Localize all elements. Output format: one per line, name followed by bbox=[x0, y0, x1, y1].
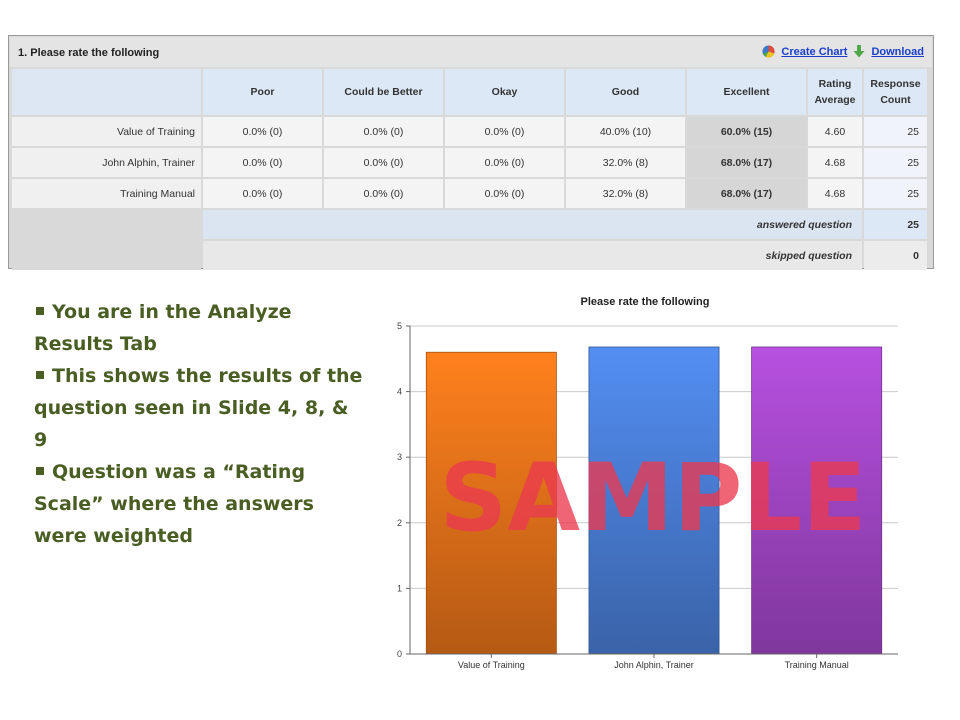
table-cell: 0.0% (0) bbox=[203, 179, 322, 208]
table-cell: 0.0% (0) bbox=[324, 148, 443, 177]
sample-watermark: SAMPLE bbox=[440, 444, 867, 553]
column-header: Okay bbox=[445, 69, 564, 115]
y-tick-label: 2 bbox=[397, 518, 402, 528]
table-cell: 0.0% (0) bbox=[324, 179, 443, 208]
answered-question-label: answered question bbox=[203, 210, 862, 239]
rating-average-header: Rating Average bbox=[808, 69, 862, 115]
bullet-item: Question was a “Rating Scale” where the … bbox=[34, 456, 364, 552]
rating-average-header-line1: Rating bbox=[818, 78, 852, 90]
bullet-text: You are in the Analyze Results Tab bbox=[34, 301, 292, 355]
download-arrow-icon[interactable] bbox=[853, 45, 865, 58]
column-header: Excellent bbox=[687, 69, 806, 115]
y-tick-label: 1 bbox=[397, 583, 402, 593]
column-header: Good bbox=[566, 69, 685, 115]
download-link[interactable]: Download bbox=[871, 45, 924, 58]
chart-title: Please rate the following bbox=[581, 296, 710, 308]
response-count-header-line1: Response bbox=[870, 78, 921, 90]
row-label: John Alphin, Trainer bbox=[12, 148, 201, 177]
table-cell: 0.0% (0) bbox=[445, 148, 564, 177]
summary-blank-cell bbox=[12, 241, 201, 270]
header-blank-cell bbox=[12, 69, 201, 115]
y-tick-label: 5 bbox=[397, 321, 402, 331]
response-count-cell: 25 bbox=[864, 179, 927, 208]
skipped-row: skipped question 0 bbox=[12, 241, 927, 270]
table-cell: 0.0% (0) bbox=[445, 179, 564, 208]
response-count-cell: 25 bbox=[864, 148, 927, 177]
pie-chart-icon[interactable] bbox=[762, 45, 775, 58]
bar bbox=[425, 351, 557, 655]
row-label: Training Manual bbox=[12, 179, 201, 208]
table-cell-highlight: 68.0% (17) bbox=[687, 179, 806, 208]
create-chart-link[interactable]: Create Chart bbox=[781, 45, 848, 58]
question-results-panel: 1. Please rate the following Create Char… bbox=[8, 35, 934, 272]
table-cell-highlight: 60.0% (15) bbox=[687, 117, 806, 146]
table-cell: 40.0% (10) bbox=[566, 117, 685, 146]
panel-header: 1. Please rate the following Create Char… bbox=[10, 37, 932, 67]
square-bullet-icon bbox=[36, 307, 44, 315]
table-row: Training Manual 0.0% (0) 0.0% (0) 0.0% (… bbox=[12, 179, 927, 208]
square-bullet-icon bbox=[36, 371, 44, 379]
chart-bars bbox=[425, 346, 883, 655]
bullet-text: Question was a “Rating Scale” where the … bbox=[34, 461, 314, 547]
x-tick-label: John Alphin, Trainer bbox=[614, 660, 694, 670]
response-count-header: Response Count bbox=[864, 69, 927, 115]
answered-row: answered question 25 bbox=[12, 210, 927, 239]
panel-actions: Create Chart Download bbox=[762, 45, 924, 58]
bullet-item: This shows the results of the question s… bbox=[34, 360, 364, 456]
response-count-header-line2: Count bbox=[880, 94, 911, 106]
table-cell: 0.0% (0) bbox=[445, 117, 564, 146]
rating-average-cell: 4.60 bbox=[808, 117, 862, 146]
y-tick-label: 4 bbox=[397, 387, 402, 397]
results-table: Poor Could be Better Okay Good Excellent… bbox=[10, 67, 929, 272]
table-cell: 32.0% (8) bbox=[566, 148, 685, 177]
y-tick-label: 0 bbox=[397, 649, 402, 659]
header-row: Poor Could be Better Okay Good Excellent… bbox=[12, 69, 927, 115]
column-header: Could be Better bbox=[324, 69, 443, 115]
x-tick-label: Value of Training bbox=[458, 660, 525, 670]
rating-bar-chart: Please rate the following SAMPLE 012345 … bbox=[397, 296, 898, 670]
bar bbox=[588, 346, 720, 655]
notes-bullet-list: You are in the Analyze Results Tab This … bbox=[34, 296, 364, 552]
table-row: Value of Training 0.0% (0) 0.0% (0) 0.0%… bbox=[12, 117, 927, 146]
bullet-item: You are in the Analyze Results Tab bbox=[34, 296, 364, 360]
table-row: John Alphin, Trainer 0.0% (0) 0.0% (0) 0… bbox=[12, 148, 927, 177]
rating-average-cell: 4.68 bbox=[808, 179, 862, 208]
rating-average-header-line2: Average bbox=[814, 94, 856, 106]
table-cell: 32.0% (8) bbox=[566, 179, 685, 208]
square-bullet-icon bbox=[36, 467, 44, 475]
x-tick-label: Training Manual bbox=[785, 660, 849, 670]
skipped-question-label: skipped question bbox=[203, 241, 862, 270]
table-cell: 0.0% (0) bbox=[203, 148, 322, 177]
y-tick-label: 3 bbox=[397, 452, 402, 462]
table-cell: 0.0% (0) bbox=[203, 117, 322, 146]
rating-average-cell: 4.68 bbox=[808, 148, 862, 177]
chart-x-labels: Value of Training John Alphin, Trainer Tra… bbox=[458, 654, 849, 670]
skipped-question-value: 0 bbox=[864, 241, 927, 270]
summary-blank-cell bbox=[12, 210, 201, 239]
bullet-text: This shows the results of the question s… bbox=[34, 365, 363, 451]
table-cell-highlight: 68.0% (17) bbox=[687, 148, 806, 177]
column-header: Poor bbox=[203, 69, 322, 115]
answered-question-value: 25 bbox=[864, 210, 927, 239]
response-count-cell: 25 bbox=[864, 117, 927, 146]
row-label: Value of Training bbox=[12, 117, 201, 146]
question-title: 1. Please rate the following bbox=[18, 47, 160, 59]
table-cell: 0.0% (0) bbox=[324, 117, 443, 146]
bar bbox=[751, 346, 883, 655]
